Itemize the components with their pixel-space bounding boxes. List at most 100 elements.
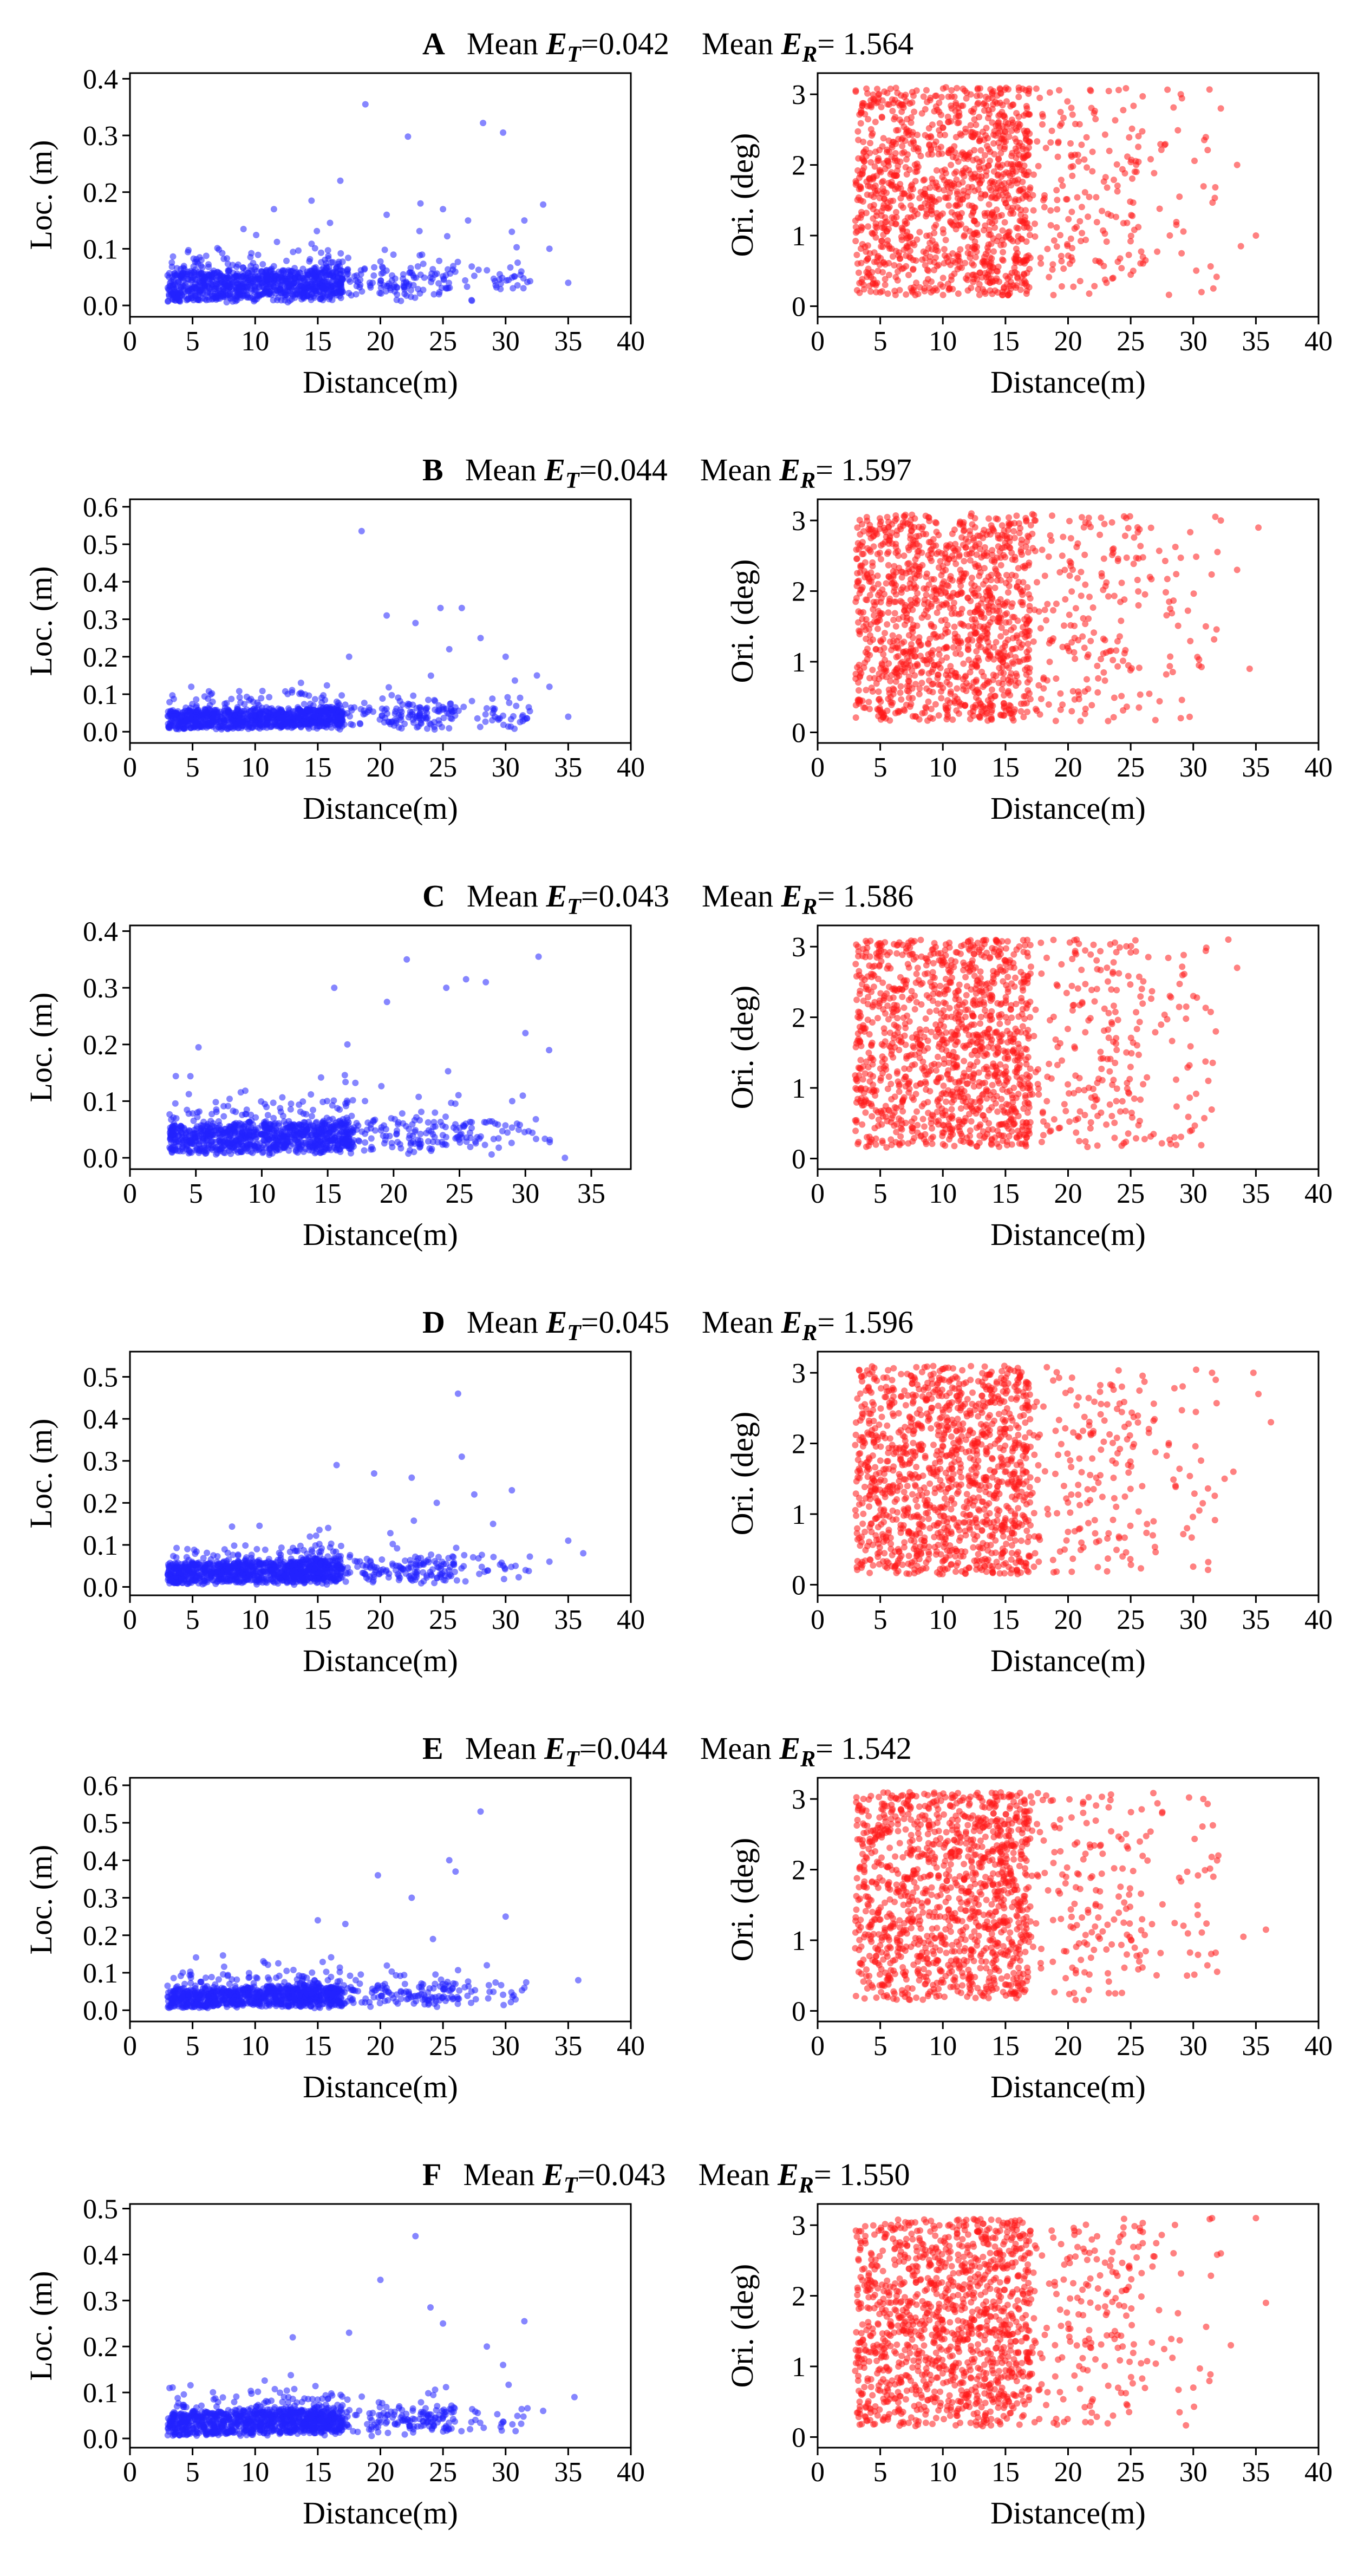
data-point [1067, 164, 1074, 171]
data-point [1004, 275, 1011, 282]
data-point [1177, 91, 1184, 98]
data-point [1068, 708, 1075, 715]
data-point [500, 129, 507, 136]
data-point [206, 706, 213, 713]
data-point [1087, 87, 1094, 94]
data-point [385, 282, 392, 289]
data-point [925, 268, 932, 274]
data-point [973, 694, 980, 701]
data-point [361, 265, 368, 272]
data-point [973, 93, 980, 100]
data-point [880, 160, 887, 167]
data-point [1193, 267, 1200, 274]
panel-title: A Mean ET=0.042 Mean ER= 1.564 [422, 26, 913, 67]
data-point [247, 294, 254, 301]
data-point [1112, 117, 1119, 124]
data-point [1004, 589, 1011, 596]
data-point [259, 261, 266, 268]
data-point [1129, 212, 1136, 219]
data-point [889, 632, 896, 639]
data-point [1202, 134, 1209, 141]
data-point [410, 719, 417, 726]
data-point [910, 266, 916, 273]
data-point [412, 294, 419, 301]
data-point [909, 288, 916, 294]
data-point [914, 662, 921, 669]
x-tick-label: 15 [304, 752, 332, 783]
data-point [224, 283, 231, 290]
data-point [1041, 606, 1048, 614]
data-point [403, 292, 410, 299]
data-point [920, 93, 927, 100]
data-point [446, 279, 452, 286]
data-point [1040, 685, 1047, 692]
data-point [918, 110, 925, 117]
data-point [889, 108, 896, 114]
data-point [1042, 145, 1049, 152]
data-point [1126, 134, 1133, 141]
data-point [296, 269, 303, 276]
data-point [1020, 656, 1027, 663]
data-point [864, 570, 871, 577]
data-point [894, 89, 901, 96]
data-point [889, 214, 896, 221]
data-point [1002, 640, 1009, 646]
data-point [857, 120, 864, 127]
data-point [1067, 235, 1074, 242]
data-point [898, 586, 905, 593]
data-point [496, 715, 503, 722]
data-point [939, 275, 947, 282]
data-point [1006, 522, 1013, 529]
data-point [975, 585, 982, 592]
scatter-left: 0 5 10 15 20 25 30 35 400.00.10.20.30.40.50.6Dis… [23, 492, 645, 826]
data-point [1128, 156, 1135, 164]
data-point [477, 723, 484, 731]
data-point [1059, 182, 1066, 189]
data-point [941, 246, 948, 253]
data-point [348, 704, 355, 711]
data-point [859, 198, 866, 205]
data-point [338, 713, 345, 720]
x-tick-label: 0 [811, 326, 825, 357]
data-point [1100, 227, 1107, 234]
data-point [882, 538, 889, 545]
data-point [897, 683, 904, 690]
data-point [856, 590, 863, 597]
data-point [1013, 224, 1020, 231]
data-point [1211, 194, 1218, 201]
data-point [427, 672, 434, 679]
data-point [327, 714, 333, 721]
data-point [870, 584, 877, 591]
data-point [869, 130, 876, 137]
data-point [930, 536, 937, 543]
data-point [991, 584, 998, 591]
data-point [967, 597, 974, 604]
data-point [990, 140, 997, 147]
data-point [1085, 651, 1092, 658]
data-point [918, 669, 925, 676]
data-point [1046, 658, 1053, 666]
y-axis-label: Ori. (deg) [725, 133, 760, 257]
data-point [942, 616, 949, 623]
data-point [296, 706, 303, 713]
data-point [422, 707, 429, 714]
data-point [1107, 212, 1114, 219]
data-point [971, 218, 978, 225]
data-point [347, 721, 354, 728]
data-point [1198, 289, 1205, 296]
data-point [984, 247, 991, 255]
data-point [329, 259, 336, 266]
data-point [852, 217, 859, 224]
data-point [437, 604, 444, 611]
data-point [985, 573, 992, 581]
data-point [863, 146, 870, 153]
data-point [429, 275, 436, 282]
data-point [1056, 569, 1063, 576]
data-point [224, 255, 231, 262]
x-tick-label: 40 [1304, 326, 1333, 357]
data-point [977, 147, 984, 154]
data-point [417, 200, 424, 207]
data-point [1092, 115, 1099, 122]
data-point [1078, 569, 1085, 576]
data-point [961, 151, 968, 158]
